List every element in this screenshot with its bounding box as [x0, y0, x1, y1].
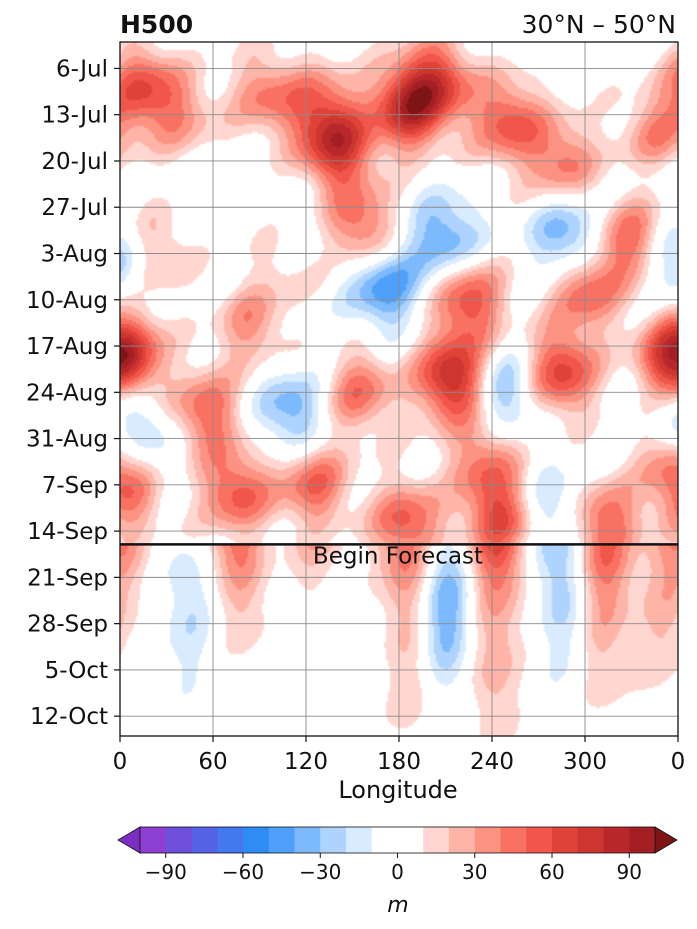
- colorbar-swatch: [217, 827, 244, 853]
- colorbar-tick-label: 0: [391, 860, 404, 884]
- colorbar-swatch: [191, 827, 218, 853]
- colorbar-swatch: [243, 827, 270, 853]
- colorbar-swatch: [140, 827, 167, 853]
- colorbar-tick-label: 60: [539, 860, 564, 884]
- colorbar-tick-label: 30: [462, 860, 487, 884]
- plot-area: [120, 42, 678, 736]
- x-tick-label: 300: [563, 749, 607, 775]
- y-tick-label: 31-Aug: [26, 427, 108, 453]
- colorbar-swatch: [268, 827, 295, 853]
- begin-forecast-label: Begin Forecast: [313, 543, 483, 569]
- y-tick-label: 12-Oct: [30, 704, 108, 730]
- y-tick-label: 14-Sep: [27, 519, 108, 545]
- colorbar-swatch: [603, 827, 630, 853]
- colorbar-swatch: [423, 827, 450, 853]
- colorbar-swatch: [577, 827, 604, 853]
- chart-subtitle: 30°N – 50°N: [522, 10, 676, 39]
- colorbar-swatch: [294, 827, 321, 853]
- x-tick-label: 0: [113, 749, 128, 775]
- x-tick-label: 0: [671, 749, 686, 775]
- colorbar-tick-label: −30: [299, 860, 341, 884]
- y-tick-label: 24-Aug: [26, 380, 108, 406]
- y-tick-label: 6-Jul: [56, 56, 108, 82]
- y-tick-label: 5-Oct: [45, 658, 108, 684]
- colorbar-swatch: [320, 827, 347, 853]
- y-tick-label: 3-Aug: [41, 242, 108, 268]
- x-tick-label: 180: [377, 749, 421, 775]
- colorbar-tick-label: −60: [222, 860, 264, 884]
- y-tick-label: 20-Jul: [41, 149, 108, 175]
- x-tick-label: 120: [284, 749, 328, 775]
- x-axis-label: Longitude: [338, 776, 457, 804]
- colorbar-swatch: [500, 827, 527, 853]
- chart-title: H500: [120, 10, 193, 39]
- x-axis-ticks: 0 60 120 180 240 300 0: [113, 736, 686, 775]
- colorbar-swatch: [346, 827, 373, 853]
- colorbar: −90 −60 −30 0 30 60 90: [117, 826, 678, 884]
- colorbar-swatch: [526, 827, 553, 853]
- y-tick-label: 27-Jul: [41, 195, 108, 221]
- colorbar-tick-label: −90: [145, 860, 187, 884]
- y-tick-label: 13-Jul: [41, 103, 108, 129]
- colorbar-swatch: [474, 827, 501, 853]
- colorbar-swatch: [371, 827, 424, 853]
- x-tick-label: 240: [470, 749, 514, 775]
- colorbar-extend-low: [117, 826, 141, 854]
- grid-lines: [120, 42, 678, 736]
- colorbar-swatch: [629, 827, 656, 853]
- colorbar-extend-high: [654, 826, 678, 854]
- colorbar-tick-label: 90: [617, 860, 642, 884]
- colorbar-swatch: [449, 827, 476, 853]
- y-tick-label: 10-Aug: [26, 288, 108, 314]
- y-tick-label: 7-Sep: [42, 473, 108, 499]
- colorbar-label: m: [387, 893, 408, 918]
- colorbar-swatch: [552, 827, 579, 853]
- colorbar-swatch: [165, 827, 192, 853]
- y-tick-label: 21-Sep: [27, 565, 108, 591]
- y-tick-label: 28-Sep: [27, 612, 108, 638]
- y-tick-label: 17-Aug: [26, 334, 108, 360]
- x-tick-label: 60: [198, 749, 227, 775]
- y-axis-ticks: 6-Jul 13-Jul 20-Jul 27-Jul 3-Aug 10-Aug 17-Aug…: [26, 56, 120, 730]
